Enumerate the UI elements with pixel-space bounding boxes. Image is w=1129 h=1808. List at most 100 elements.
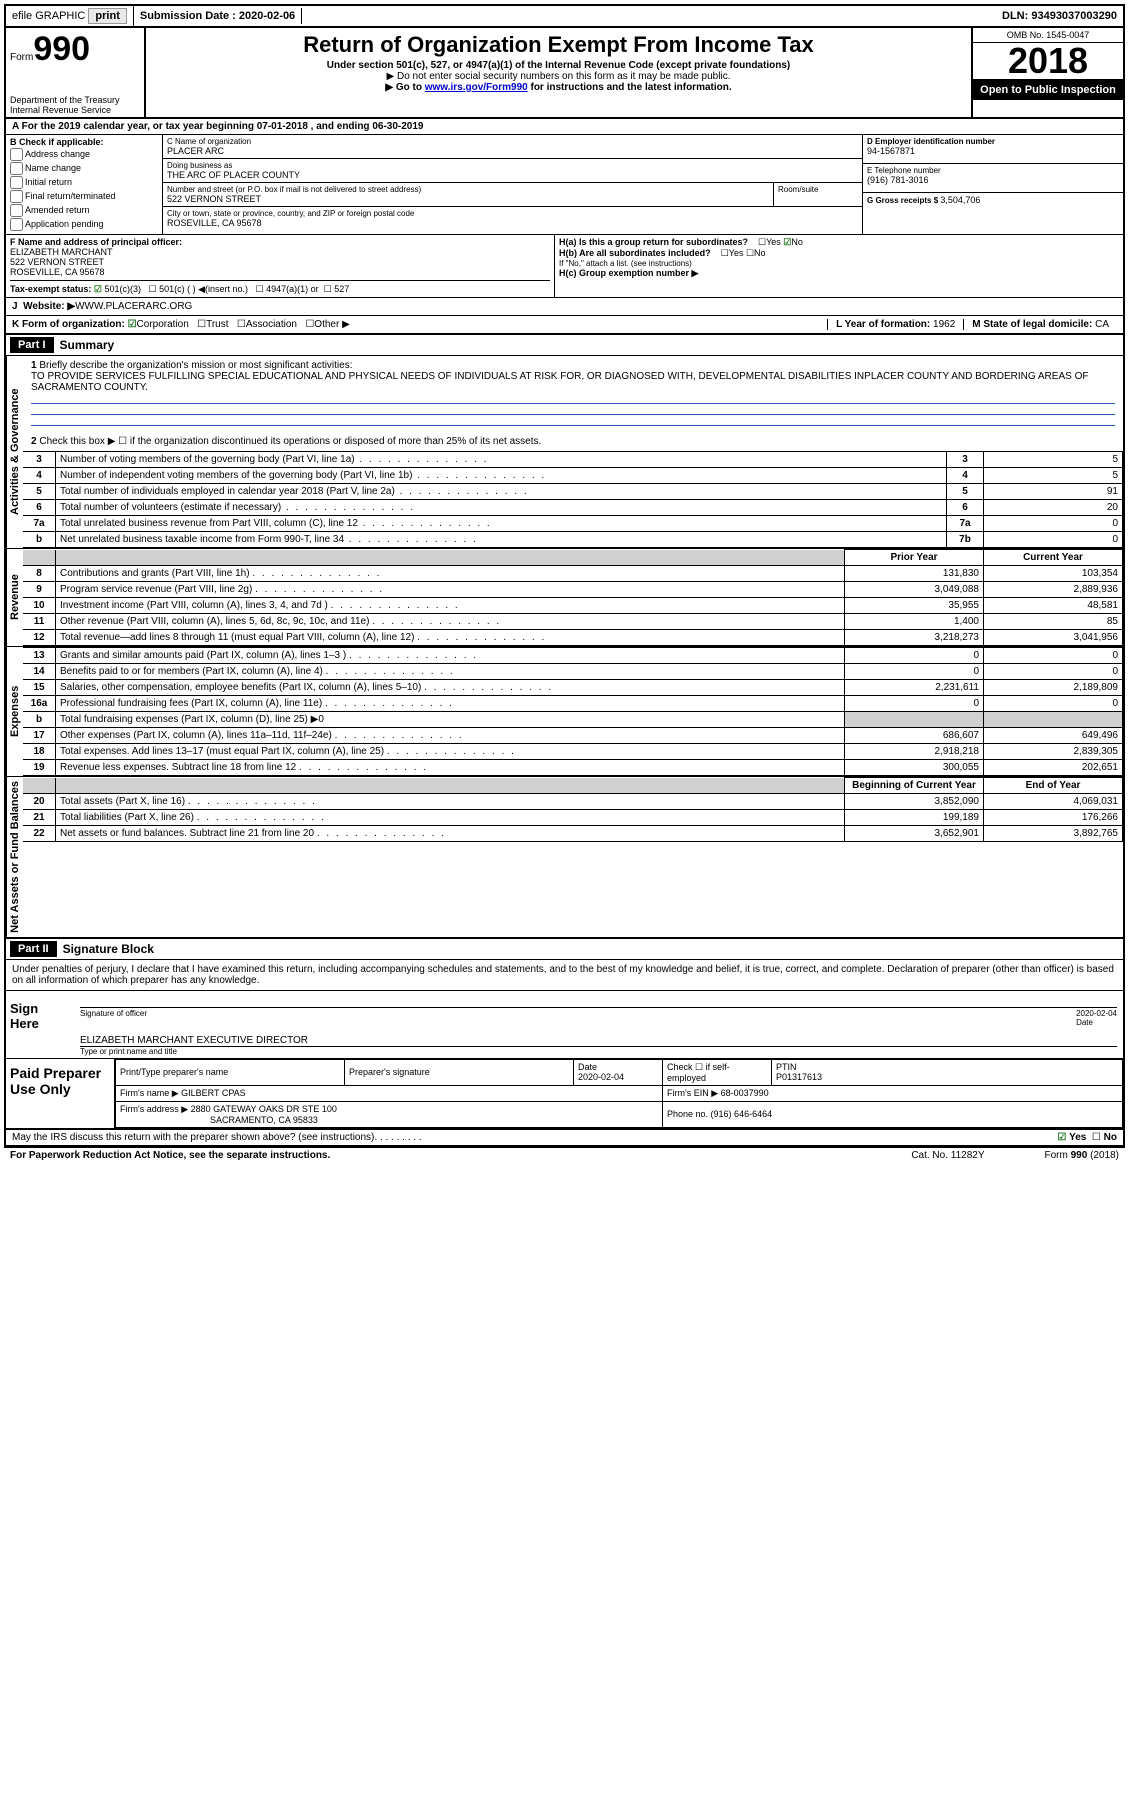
footer: For Paperwork Reduction Act Notice, see … (4, 1148, 1125, 1163)
m-cell: M State of legal domicile: CA (963, 319, 1117, 330)
firm-name-lbl: Firm's name ▶ (120, 1088, 181, 1098)
opt-final-return[interactable]: Final return/terminated (10, 190, 158, 203)
form-footer: Form 990 (2018) (1045, 1150, 1119, 1161)
addr-val: 522 VERNON STREET (167, 194, 769, 204)
vlabel-exp: Expenses (6, 647, 23, 776)
firm-name-cell: Firm's name ▶ GILBERT CPAS (116, 1085, 663, 1101)
header-left: Form990 Department of the Treasury Inter… (6, 28, 146, 117)
part2-header: Part II Signature Block (6, 939, 1123, 960)
k-other: Other ▶ (314, 319, 349, 330)
table-row: 18Total expenses. Add lines 13–17 (must … (23, 744, 1123, 760)
phone-val: (916) 781-3016 (867, 175, 1119, 185)
section-na: Net Assets or Fund Balances Beginning of… (6, 777, 1123, 939)
print-button[interactable]: print (88, 8, 126, 24)
pt-name-lbl: Print/Type preparer's name (116, 1059, 345, 1085)
section-rev: Revenue Prior Year Current Year 8Contrib… (6, 549, 1123, 647)
yes-lbl: Yes (766, 237, 781, 247)
part2-badge: Part II (10, 941, 57, 957)
prep-row3: Firm's address ▶ 2880 GATEWAY OAKS DR ST… (116, 1101, 1123, 1127)
form-container: efile GRAPHIC print Submission Date : 20… (4, 4, 1125, 1148)
ptin-val: P01317613 (776, 1072, 822, 1082)
opt-label: Address change (25, 149, 90, 159)
ts-1: 501(c)(3) (104, 284, 141, 294)
form990-link[interactable]: www.irs.gov/Form990 (425, 82, 528, 93)
top-bar: efile GRAPHIC print Submission Date : 20… (6, 6, 1123, 28)
firm-phone-cell: Phone no. (916) 646-6464 (663, 1101, 1123, 1127)
header-mid: Return of Organization Exempt From Incom… (146, 28, 971, 117)
paid-lbl: Paid Preparer Use Only (6, 1059, 115, 1128)
website-lbl: Website: ▶ (23, 301, 75, 312)
firm-addr-cell: Firm's address ▶ 2880 GATEWAY OAKS DR ST… (116, 1101, 663, 1127)
l-val: 1962 (933, 319, 955, 330)
opt-initial-return[interactable]: Initial return (10, 176, 158, 189)
opt-label: Amended return (25, 205, 90, 215)
ey-hdr: End of Year (984, 778, 1123, 794)
submission-cell: Submission Date : 2020-02-06 (134, 8, 302, 24)
firm-ein-cell: Firm's EIN ▶ 68-0037990 (663, 1085, 1123, 1101)
ha: H(a) Is this a group return for subordin… (559, 237, 1119, 248)
firm-addr-lbl: Firm's address ▶ (120, 1104, 191, 1114)
mission-lines (31, 403, 1115, 426)
preparer-table: Print/Type preparer's name Preparer's si… (115, 1059, 1123, 1128)
ein-cell: D Employer identification number 94-1567… (863, 135, 1123, 164)
pt-date-cell: Date2020-02-04 (574, 1059, 663, 1085)
ag-table: 3Number of voting members of the governi… (23, 451, 1123, 548)
vlabel-rev: Revenue (6, 549, 23, 646)
tax-status-row: Tax-exempt status: ☑ 501(c)(3) ☐ 501(c) … (10, 280, 550, 295)
section-ag: Activities & Governance 1 Briefly descri… (6, 356, 1123, 549)
yes-lbl: Yes (729, 248, 744, 258)
table-row: bNet unrelated business taxable income f… (23, 532, 1123, 548)
opt-label: Application pending (25, 219, 104, 229)
phone-lbl2: Phone no. (667, 1109, 711, 1119)
table-row: 5Total number of individuals employed in… (23, 484, 1123, 500)
efile-cell: efile GRAPHIC print (6, 6, 134, 26)
opt-name-change[interactable]: Name change (10, 162, 158, 175)
opt-application-pending[interactable]: Application pending (10, 218, 158, 231)
yes-lbl: Yes (1069, 1132, 1086, 1143)
ptin-lbl: PTIN (776, 1062, 797, 1072)
firm-name: GILBERT CPAS (181, 1088, 246, 1098)
m-lbl: M State of legal domicile: (972, 319, 1095, 330)
part2-title: Signature Block (63, 942, 154, 956)
ptin-cell: PTINP01317613 (772, 1059, 1123, 1085)
dba-val: THE ARC OF PLACER COUNTY (167, 170, 858, 180)
phone-cell: E Telephone number (916) 781-3016 (863, 164, 1123, 193)
submission-label: Submission Date : (140, 10, 239, 22)
dept-label: Department of the Treasury Internal Reve… (10, 95, 140, 115)
k-row: K Form of organization: ☑ Corporation ☐ … (6, 316, 1123, 335)
opt-amended-return[interactable]: Amended return (10, 204, 158, 217)
exp-table: 13Grants and similar amounts paid (Part … (23, 647, 1123, 776)
opt-address-change[interactable]: Address change (10, 148, 158, 161)
col-f: F Name and address of principal officer:… (6, 235, 555, 297)
sig-officer-lbl: Signature of officer (80, 1009, 147, 1027)
pra-notice: For Paperwork Reduction Act Notice, see … (10, 1150, 330, 1161)
table-row: 13Grants and similar amounts paid (Part … (23, 648, 1123, 664)
dba-cell: Doing business as THE ARC OF PLACER COUN… (163, 159, 862, 183)
ein-val: 94-1567871 (867, 146, 1119, 156)
opt-label: Name change (25, 163, 81, 173)
website-row: J Website: ▶ WWW.PLACERARC.ORG (6, 298, 1123, 316)
phone-lbl: E Telephone number (867, 166, 1119, 175)
officer-name: ELIZABETH MARCHANT EXECUTIVE DIRECTOR (80, 1035, 1117, 1046)
k-corp: Corporation (137, 319, 189, 330)
firm-city: SACRAMENTO, CA 95833 (210, 1115, 318, 1125)
note1: ▶ Do not enter social security numbers o… (150, 71, 967, 82)
firm-addr: 2880 GATEWAY OAKS DR STE 100 (191, 1104, 337, 1114)
f-lbl: F Name and address of principal officer: (10, 237, 550, 247)
sign-right: Signature of officer 2020-02-04Date ELIZ… (74, 991, 1123, 1058)
form-num: 990 (33, 30, 90, 68)
hc: H(c) Group exemption number ▶ (559, 268, 1119, 279)
col-c: C Name of organization PLACER ARC Doing … (163, 135, 863, 234)
rev-header-row: Prior Year Current Year (23, 550, 1123, 566)
opt-label: Initial return (25, 177, 72, 187)
row-fh: F Name and address of principal officer:… (6, 235, 1123, 298)
table-row: 8Contributions and grants (Part VIII, li… (23, 566, 1123, 582)
col-d: D Employer identification number 94-1567… (863, 135, 1123, 234)
rev-table: Prior Year Current Year 8Contributions a… (23, 549, 1123, 646)
dots: . . . . . . . . . (374, 1132, 421, 1143)
l-lbl: L Year of formation: (836, 319, 933, 330)
table-row: 14Benefits paid to or for members (Part … (23, 664, 1123, 680)
k-trust: Trust (206, 319, 228, 330)
header-right: OMB No. 1545-0047 2018 Open to Public In… (971, 28, 1123, 117)
dln-label: DLN: (1002, 10, 1031, 22)
